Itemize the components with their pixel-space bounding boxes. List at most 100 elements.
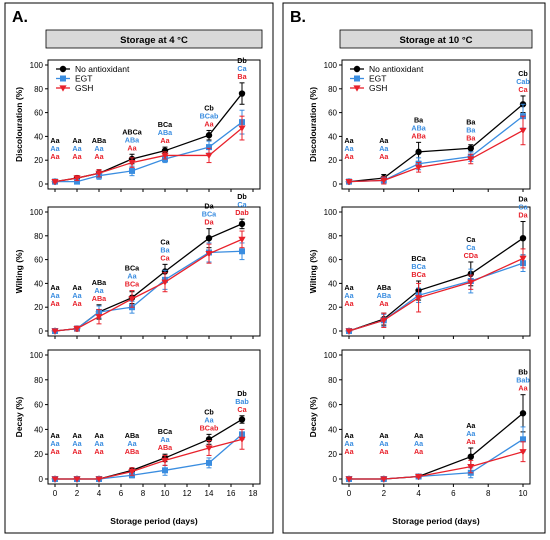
data-point-egt bbox=[239, 248, 245, 255]
significance-label: BCab bbox=[200, 111, 219, 120]
y-tick-label: 40 bbox=[328, 132, 337, 141]
significance-label: Aa bbox=[518, 384, 528, 393]
charts: Storage at 4 °C020406080100Discolouratio… bbox=[14, 29, 533, 526]
significance-label: Aa bbox=[94, 439, 104, 448]
series-no-antioxidant bbox=[345, 394, 527, 483]
significance-label: Ba bbox=[466, 118, 476, 127]
y-tick-label: 0 bbox=[333, 475, 338, 484]
significance-label: ABa bbox=[125, 135, 140, 144]
significance-label: Aa bbox=[204, 119, 214, 128]
data-point-gsh bbox=[205, 251, 213, 258]
significance-label: Aa bbox=[344, 136, 354, 145]
data-point-gsh bbox=[519, 255, 527, 263]
data-point-gsh bbox=[128, 468, 136, 476]
data-point-egt bbox=[129, 167, 135, 174]
significance-label: ABa bbox=[377, 283, 392, 292]
panel-b-title-bar bbox=[339, 29, 533, 49]
significance-label: Aa bbox=[379, 431, 389, 440]
y-tick-label: 80 bbox=[34, 85, 43, 94]
series-line-no-antioxidant bbox=[348, 103, 524, 183]
significance-label: Aa bbox=[94, 144, 104, 153]
significance-label: Ca bbox=[237, 405, 247, 414]
data-point-no-antioxidant bbox=[415, 148, 422, 156]
series-no-antioxidant bbox=[51, 218, 246, 335]
y-tick-label: 80 bbox=[328, 85, 337, 94]
data-point-gsh bbox=[345, 328, 353, 335]
x-tick-label: 4 bbox=[416, 489, 421, 498]
y-tick-label: 80 bbox=[34, 232, 43, 241]
significance-label: Ba bbox=[466, 126, 476, 135]
y-tick-label: 20 bbox=[328, 156, 337, 165]
x-tick-label: 4 bbox=[97, 489, 102, 498]
significance-label: BCa bbox=[411, 270, 426, 279]
y-tick-label: 20 bbox=[328, 450, 337, 459]
significance-label: Aa bbox=[127, 143, 137, 152]
y-axis-label: Discolouration (%) bbox=[14, 87, 24, 162]
y-tick-label: 40 bbox=[34, 132, 43, 141]
significance-label: Ca bbox=[466, 243, 476, 252]
y-tick-label: 60 bbox=[34, 256, 43, 265]
data-point-gsh bbox=[73, 326, 81, 333]
significance-label: Ca bbox=[237, 200, 247, 209]
data-point-gsh bbox=[519, 127, 527, 135]
data-point-no-antioxidant bbox=[205, 132, 213, 139]
significance-label: Db bbox=[237, 389, 247, 398]
legend-label-gsh: GSH bbox=[369, 83, 387, 93]
significance-label: CDa bbox=[464, 251, 479, 260]
significance-label: Aa bbox=[50, 291, 60, 300]
x-tick-label: 6 bbox=[451, 489, 456, 498]
data-point-egt bbox=[520, 436, 526, 443]
panel-a-frame bbox=[4, 2, 274, 534]
data-point-egt bbox=[206, 459, 212, 466]
significance-label: ABa bbox=[158, 443, 173, 452]
data-point-gsh bbox=[128, 159, 136, 167]
data-point-gsh bbox=[238, 436, 246, 443]
significance-label: Db bbox=[237, 192, 247, 201]
significance-label: Aa bbox=[50, 144, 60, 153]
significance-label: Aa bbox=[72, 144, 82, 153]
significance-label: Ca bbox=[160, 253, 170, 262]
significance-label: ABa bbox=[411, 131, 426, 140]
data-point-gsh bbox=[238, 236, 246, 243]
panel-b-title: Storage at 10 °C bbox=[400, 35, 473, 46]
y-tick-label: 20 bbox=[34, 303, 43, 312]
significance-label: Aa bbox=[127, 439, 137, 448]
x-tick-label: 0 bbox=[53, 489, 58, 498]
y-tick-label: 80 bbox=[34, 376, 43, 385]
significance-label: Aa bbox=[72, 152, 82, 161]
significance-label: ABa bbox=[92, 136, 107, 145]
significance-label: Aa bbox=[50, 136, 60, 145]
plot-frame bbox=[47, 59, 261, 190]
data-point-gsh bbox=[51, 476, 59, 483]
x-tick-label: 8 bbox=[141, 489, 146, 498]
data-point-no-antioxidant bbox=[205, 234, 213, 242]
series-line-gsh bbox=[348, 257, 524, 332]
significance-label: Aa bbox=[344, 439, 354, 448]
data-point-gsh bbox=[95, 314, 103, 321]
significance-label: BCa bbox=[202, 210, 217, 219]
panel-a-chart: Storage at 4 °C020406080100Discolouratio… bbox=[14, 29, 263, 526]
series-line-no-antioxidant bbox=[54, 223, 243, 332]
significance-label: ABa bbox=[158, 128, 173, 137]
data-point-gsh bbox=[380, 476, 388, 483]
x-tick-label: 10 bbox=[161, 489, 170, 498]
legend-marker-egt bbox=[354, 75, 360, 82]
legend-label-no-antioxidant: No antioxidant bbox=[75, 64, 130, 74]
significance-label: ABa bbox=[92, 278, 107, 287]
y-tick-label: 80 bbox=[328, 376, 337, 385]
significance-label: Aa bbox=[466, 421, 476, 430]
y-tick-label: 60 bbox=[34, 109, 43, 118]
x-axis-label: Storage period (days) bbox=[110, 516, 198, 526]
significance-label: Aa bbox=[414, 431, 424, 440]
significance-label: Da bbox=[204, 202, 214, 211]
significance-label: Db bbox=[237, 56, 247, 65]
data-point-gsh bbox=[51, 328, 59, 335]
significance-label: Aa bbox=[160, 136, 170, 145]
data-point-gsh bbox=[128, 296, 136, 303]
significance-label: Aa bbox=[72, 299, 82, 308]
significance-label: BCa bbox=[125, 264, 140, 273]
data-point-gsh bbox=[205, 445, 213, 452]
